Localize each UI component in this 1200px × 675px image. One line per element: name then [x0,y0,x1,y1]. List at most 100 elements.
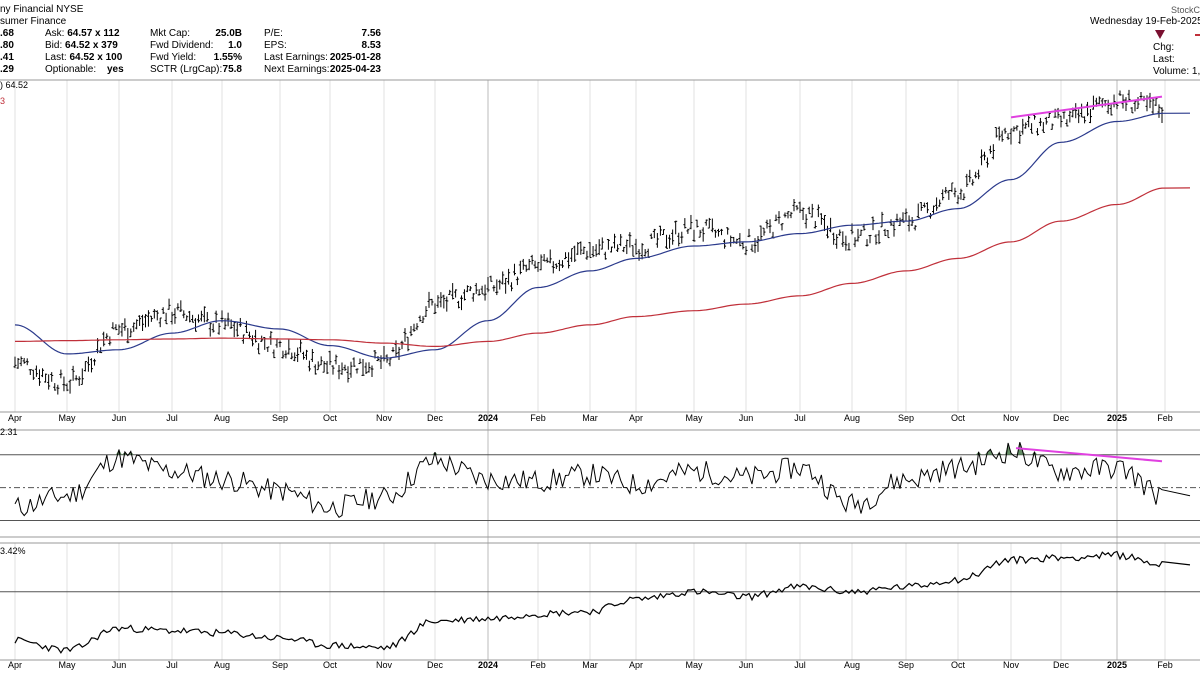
earn-value: 2025-01-28 [329,52,381,63]
ohlc-bar [974,171,978,179]
brand-logo-text: StockC [1170,5,1200,15]
ohlc-bar [86,356,90,372]
ohlc-bar [780,223,784,231]
ohlc-bar [1024,122,1028,129]
ohlc-bar [677,232,681,247]
ohlc-bar [856,228,860,242]
left-value-1: .80 [0,40,14,51]
quote-row-bid: Bid: 64.52 x 379 [45,40,125,52]
right-labels: Chg: Last: Volume: 1,5 [1153,42,1200,78]
ohlc-bar [765,219,769,229]
fund-row: Mkt Cap: 25.0B [150,28,242,40]
ohlc-bar [576,242,580,255]
ohlc-bar [819,213,823,225]
x-tick-label: Jul [166,413,178,423]
ohlc-bar [397,346,401,361]
ohlc-bar [616,244,620,253]
ohlc-bar [155,310,159,321]
ohlc-bar [594,244,598,257]
ohlc-bar [564,252,568,260]
ohlc-bar [319,356,323,366]
ohlc-bar [977,169,981,180]
ohlc-bar [31,369,35,380]
ohlc-bar [99,347,103,354]
ohlc-bar [1044,116,1048,125]
ohlc-bar [290,352,294,360]
ohlc-bar [838,229,842,237]
ohlc-bar [1062,111,1066,119]
ohlc-bar [254,329,258,343]
ohlc-bar [554,263,558,269]
x-tick-label: Jul [794,413,806,423]
x-tick-label: Oct [323,660,338,670]
ohlc-bar [597,239,601,256]
fund-label: Fwd Yield: [150,52,197,63]
ohlc-bar [524,264,528,272]
right-label-chg: Chg: [1153,42,1175,53]
ohlc-bar [415,323,419,331]
ohlc-bar [692,229,696,242]
ohlc-bar [59,369,63,379]
ohlc-bar [649,233,653,240]
quote-block: Ask: 64.57 x 112 Bid: 64.52 x 379 Last: … [45,28,125,76]
ohlc-bar [853,237,857,248]
ohlc-bar [370,365,374,378]
ohlc-bar [1115,103,1119,110]
ohlc-bar [480,285,484,295]
earn-row: Next Earnings: 2025-04-23 [264,64,381,76]
earn-row: P/E: 7.56 [264,28,381,40]
ohlc-bar [640,243,644,260]
ohlc-bar [1041,122,1045,133]
ohlc-bar [707,217,711,229]
ohlc-bar [551,261,555,274]
ohlc-bar [337,364,341,380]
ohlc-bar [518,260,522,275]
ohlc-bar [527,258,531,271]
ohlc-bar [120,322,124,337]
ohlc-bar [542,254,546,262]
ohlc-bar [352,357,356,367]
ohlc-bar [628,232,632,248]
ohlc-bar [674,220,678,235]
ohlc-bar [919,202,923,211]
ohlc-bar [56,384,60,395]
fund-value: 75.8 [222,64,242,75]
ohlc-bar [1151,98,1155,114]
ohlc-bar [1015,125,1019,131]
ohlc-bar [810,203,814,218]
ohlc-bar [582,246,586,255]
ohlc-bar [217,322,221,335]
ohlc-bar [716,228,720,237]
ohlc-bar [801,207,805,221]
ohlc-bar [539,254,543,271]
ohlc-bar [501,271,505,285]
left-value-0: .68 [0,28,14,39]
ohlc-bar [1083,116,1087,124]
panel-borders [0,79,1200,661]
quote-value: 64.52 x 379 [65,40,118,51]
ohlc-bar [585,250,589,260]
ohlc-bar [783,212,787,218]
ohlc-bar [439,292,443,308]
ohlc-bar [185,315,189,321]
ohlc-bar [132,322,136,332]
ohlc-bar [498,279,502,290]
x-tick-label: Aug [844,660,860,670]
ohlc-bar [50,372,54,382]
ohlc-bar [191,314,195,323]
ohlc-bar [1000,130,1004,142]
x-tick-label: 2025 [1107,660,1127,670]
ohlc-bar [445,296,449,312]
x-tick-label: May [685,660,703,670]
ohlc-bar [1109,104,1113,116]
ohlc-bar [68,379,72,394]
ohlc-bar [62,376,66,392]
ohlc-bar [968,169,972,183]
ohlc-bar [194,318,198,332]
ohlc-bar [44,373,48,383]
ohlc-bar [1038,117,1042,127]
ohlc-bar [1077,109,1081,124]
ohlc-bar [117,324,121,335]
ohlc-bar [173,308,177,324]
ohlc-bar [403,328,407,342]
